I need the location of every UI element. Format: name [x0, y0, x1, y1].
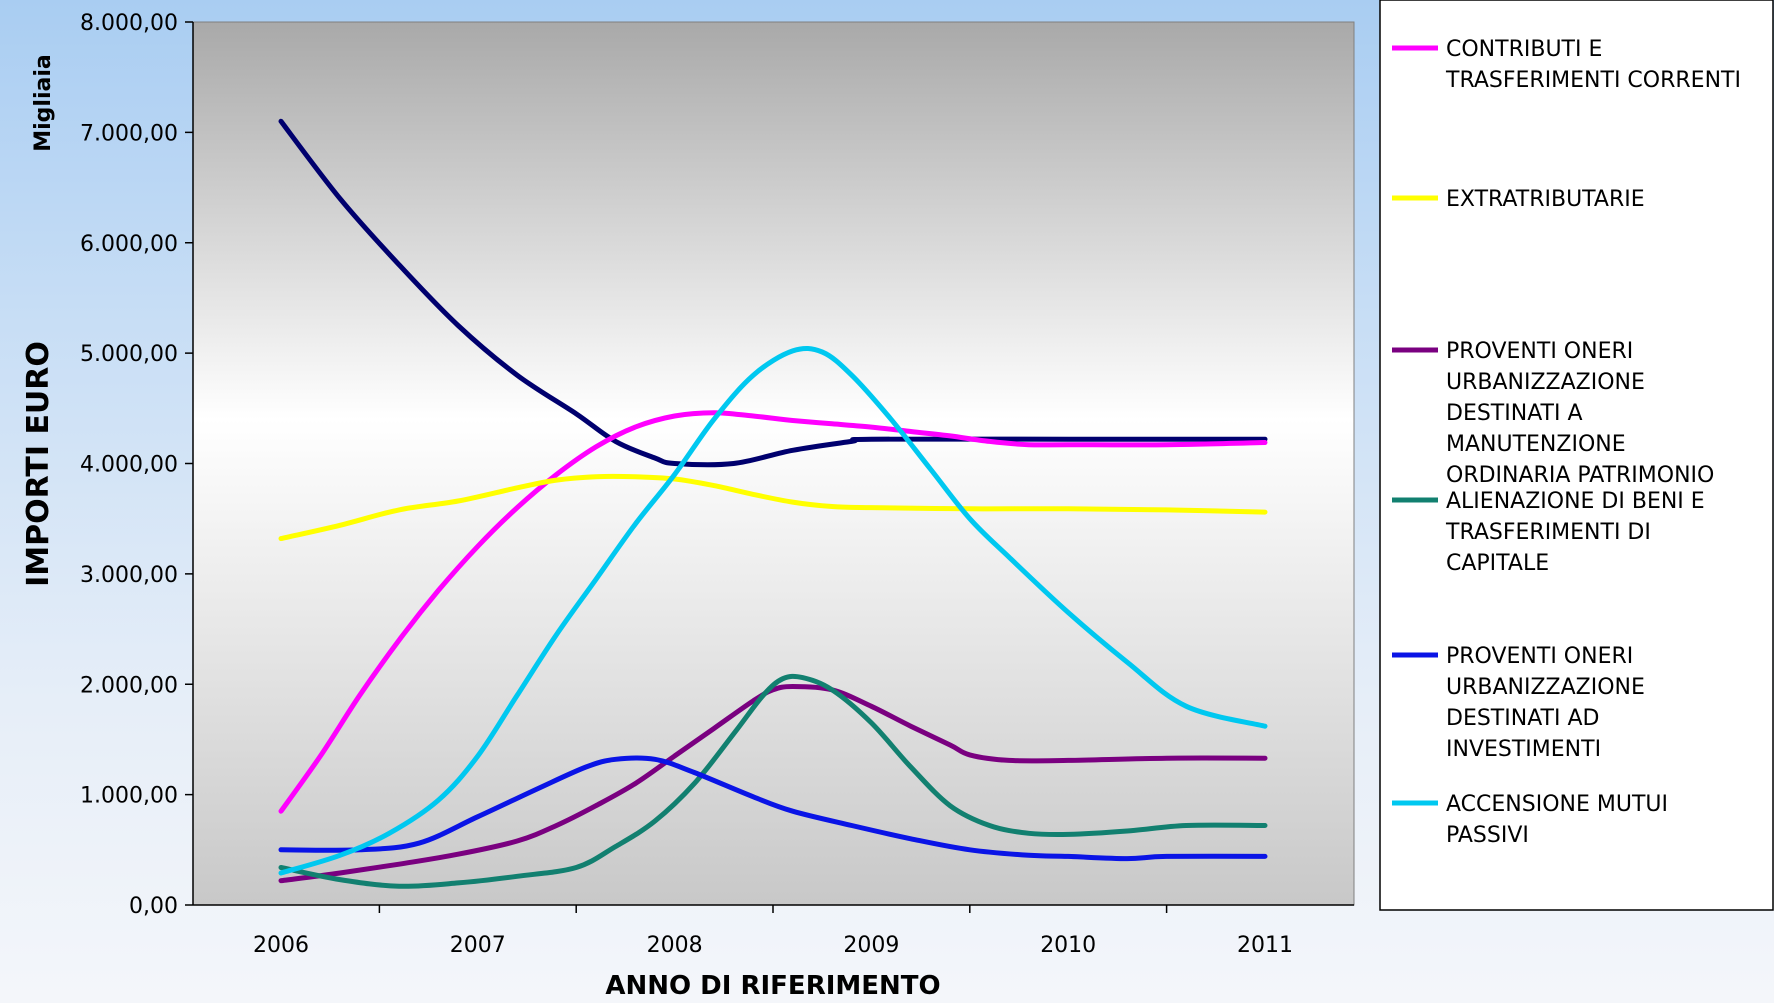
series-line-5 [278, 755, 1268, 862]
legend-label: ALIENAZIONE DI BENI E TRASFERIMENTI DI CAP… [1445, 489, 1705, 576]
x-tick-label: 2006 [253, 933, 309, 958]
x-axis: 2006 2007 2008 2009 2010 2011 [253, 905, 1293, 958]
x-tick-label: 2007 [450, 933, 506, 958]
y-tick-label: 0,00 [129, 894, 178, 919]
y-tick-label: 8.000,00 [80, 11, 178, 36]
x-tick-label: 2011 [1237, 933, 1293, 958]
legend-label: ACCENSIONE MUTUI PASSIVI [1446, 792, 1668, 848]
legend-box [1379, 0, 1774, 911]
x-axis-title: ANNO DI RIFERIMENTO [605, 971, 940, 1001]
legend-label: EXTRATRIBUTARIE [1446, 187, 1645, 212]
x-tick-label: 2010 [1040, 933, 1096, 958]
y-tick-label: 7.000,00 [80, 121, 178, 146]
legend-label: PROVENTI ONERI URBANIZZAZIONE DESTINATI AD… [1446, 644, 1645, 762]
x-tick-label: 2008 [647, 933, 703, 958]
y-tick-label: 1.000,00 [80, 784, 178, 809]
plot-area [192, 21, 1355, 906]
y-axis-unit: Migliaia [31, 54, 56, 152]
series-line-6 [278, 346, 1268, 876]
y-tick-label: 4.000,00 [80, 453, 178, 478]
series-line-4 [278, 673, 1268, 889]
series-layer [278, 118, 1268, 889]
series-line-0 [278, 118, 1268, 468]
y-axis: 0,00 1.000,00 2.000,00 3.000,00 4.000,00 5.00… [80, 11, 193, 919]
x-tick-label: 2009 [843, 933, 899, 958]
y-tick-label: 3.000,00 [80, 563, 178, 588]
legend: CONTRIBUTI E TRASFERIMENTI CORRENTI EXTRAT… [1392, 37, 1741, 848]
series-line-2 [278, 473, 1268, 542]
y-axis-title: IMPORTI EURO [21, 341, 56, 587]
legend-label: CONTRIBUTI E TRASFERIMENTI CORRENTI [1445, 37, 1741, 93]
y-tick-label: 5.000,00 [80, 342, 178, 367]
series-line-1 [278, 410, 1268, 814]
y-tick-label: 6.000,00 [80, 232, 178, 257]
y-tick-label: 2.000,00 [80, 673, 178, 698]
